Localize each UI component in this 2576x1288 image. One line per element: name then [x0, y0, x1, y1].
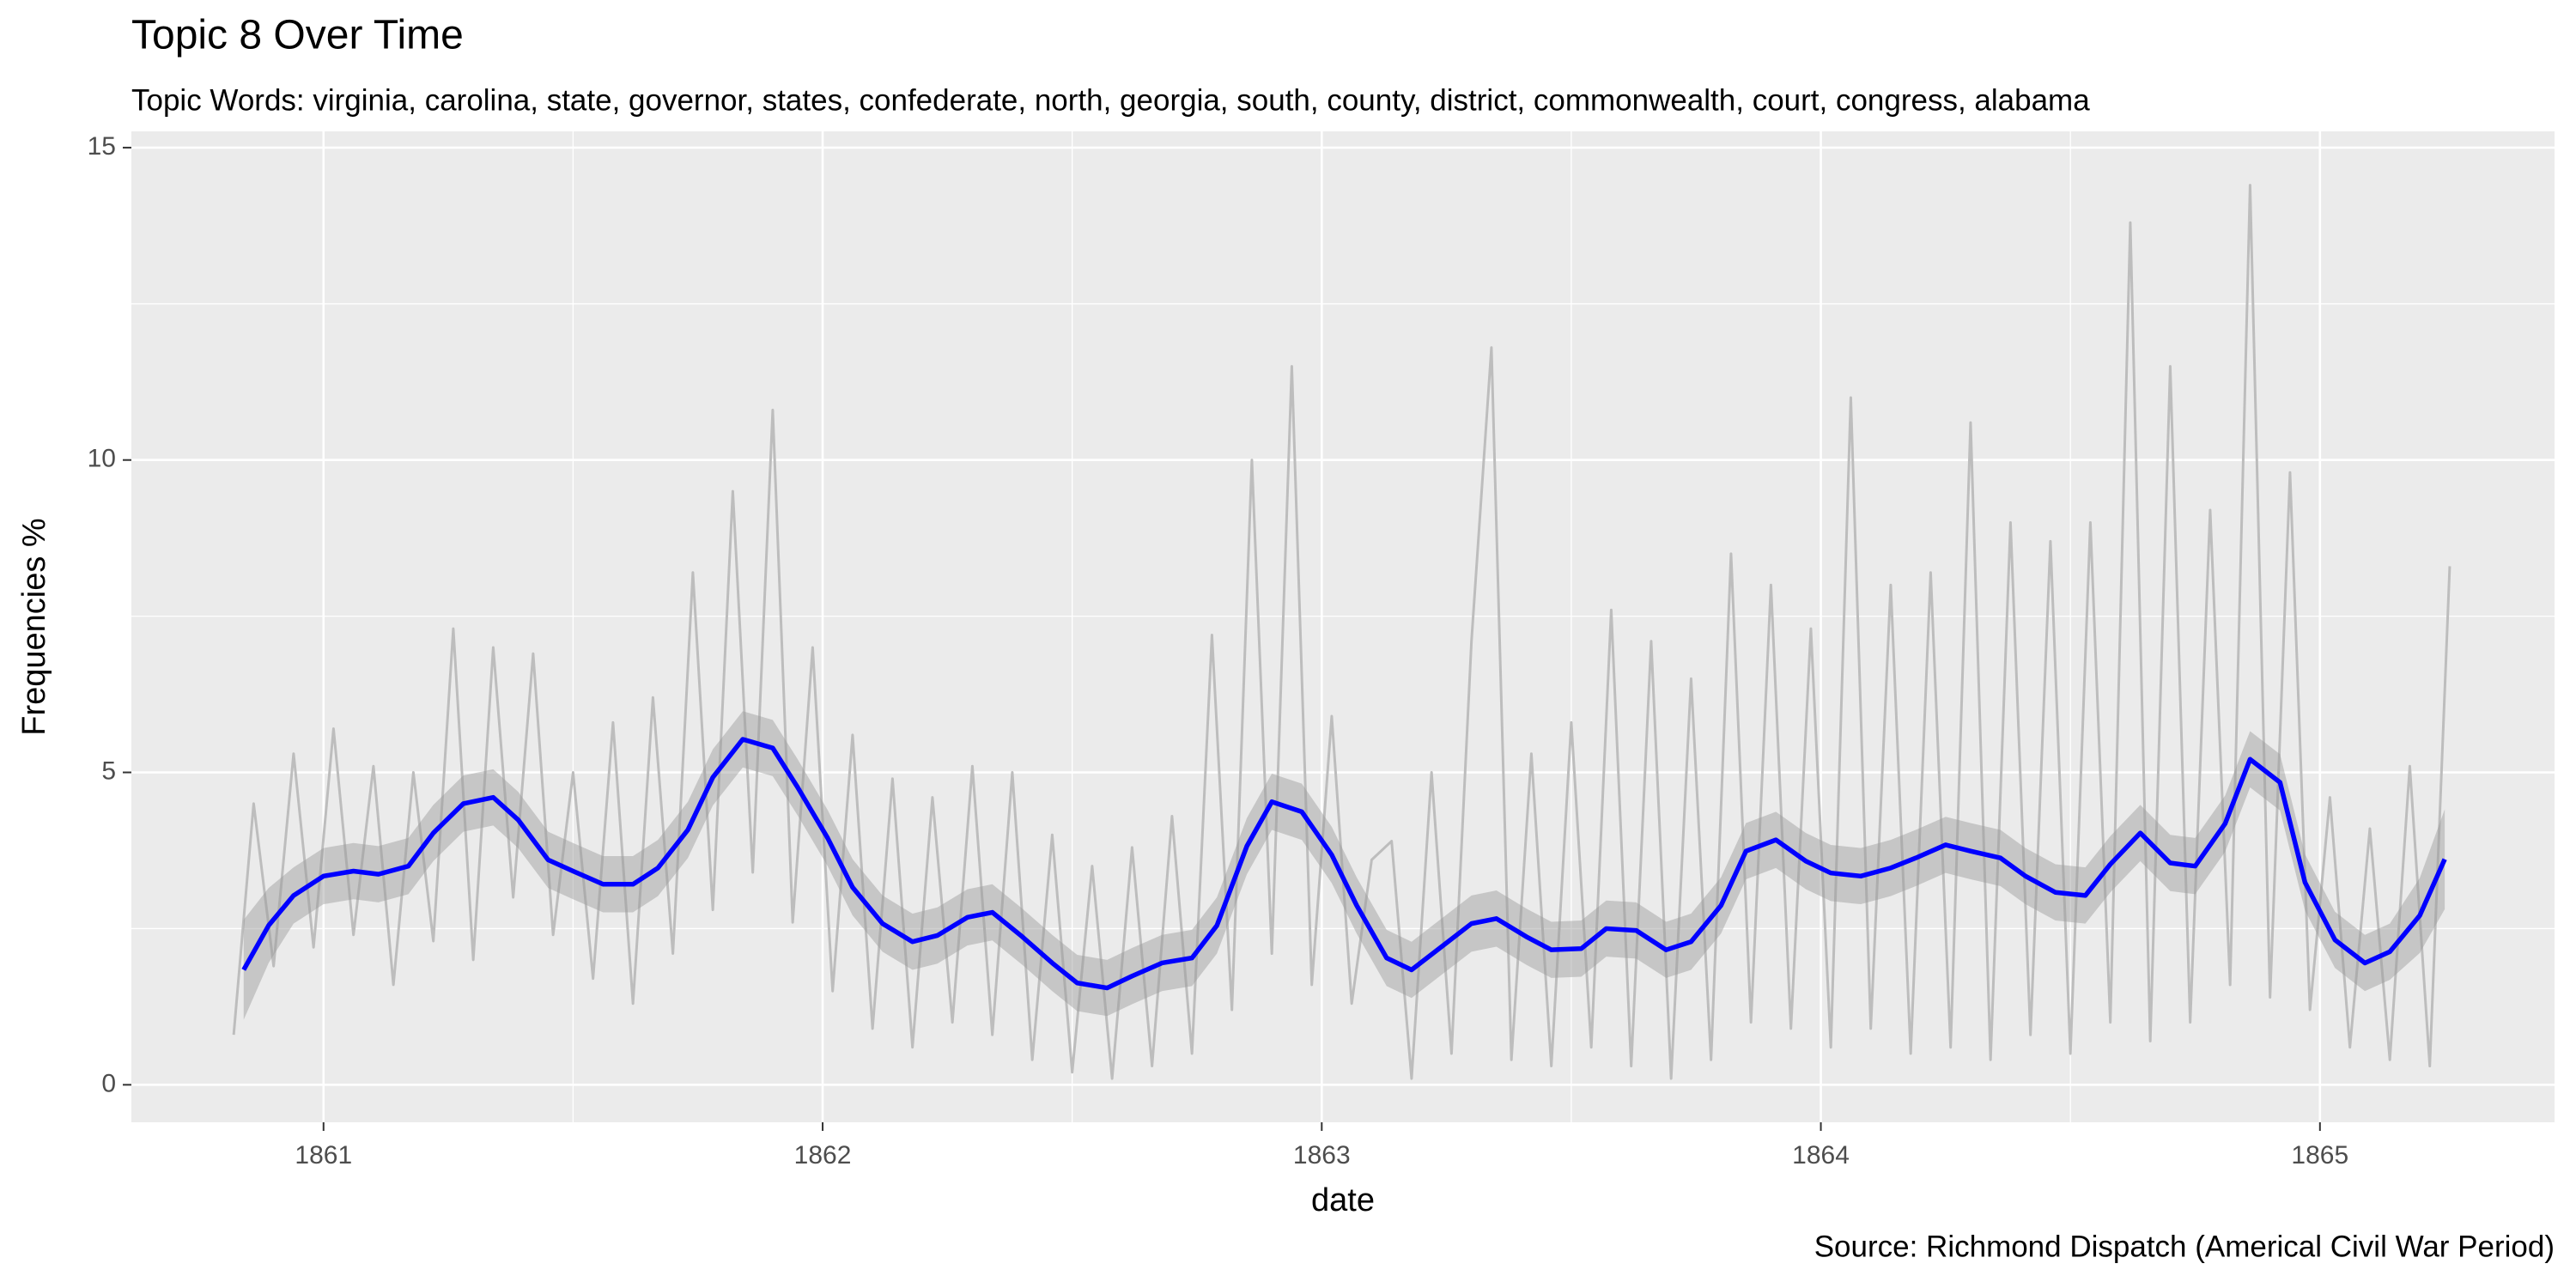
x-tick-label: 1863 [1293, 1141, 1351, 1170]
y-tick-label: 10 [88, 445, 116, 473]
x-tick-label: 1864 [1792, 1141, 1850, 1170]
caption: Source: Richmond Dispatch (Americal Civi… [1814, 1230, 2555, 1263]
x-tick-label: 1861 [295, 1141, 352, 1170]
x-tick-label: 1865 [2291, 1141, 2348, 1170]
data-line [241, 737, 2447, 991]
x-axis-title: date [1311, 1182, 1375, 1218]
y-tick-label: 0 [101, 1069, 116, 1097]
y-tick-label: 5 [101, 756, 116, 785]
plot-panel [131, 131, 2555, 1122]
chart-subtitle: Topic Words: virginia, carolina, state, … [131, 83, 2090, 117]
data-line [232, 184, 2451, 1080]
confidence-band [243, 711, 2445, 1020]
y-axis-title: Frequencies % [16, 518, 52, 735]
x-tick-label: 1862 [794, 1141, 852, 1170]
y-tick-label: 15 [88, 132, 116, 161]
chart-title: Topic 8 Over Time [131, 13, 464, 58]
